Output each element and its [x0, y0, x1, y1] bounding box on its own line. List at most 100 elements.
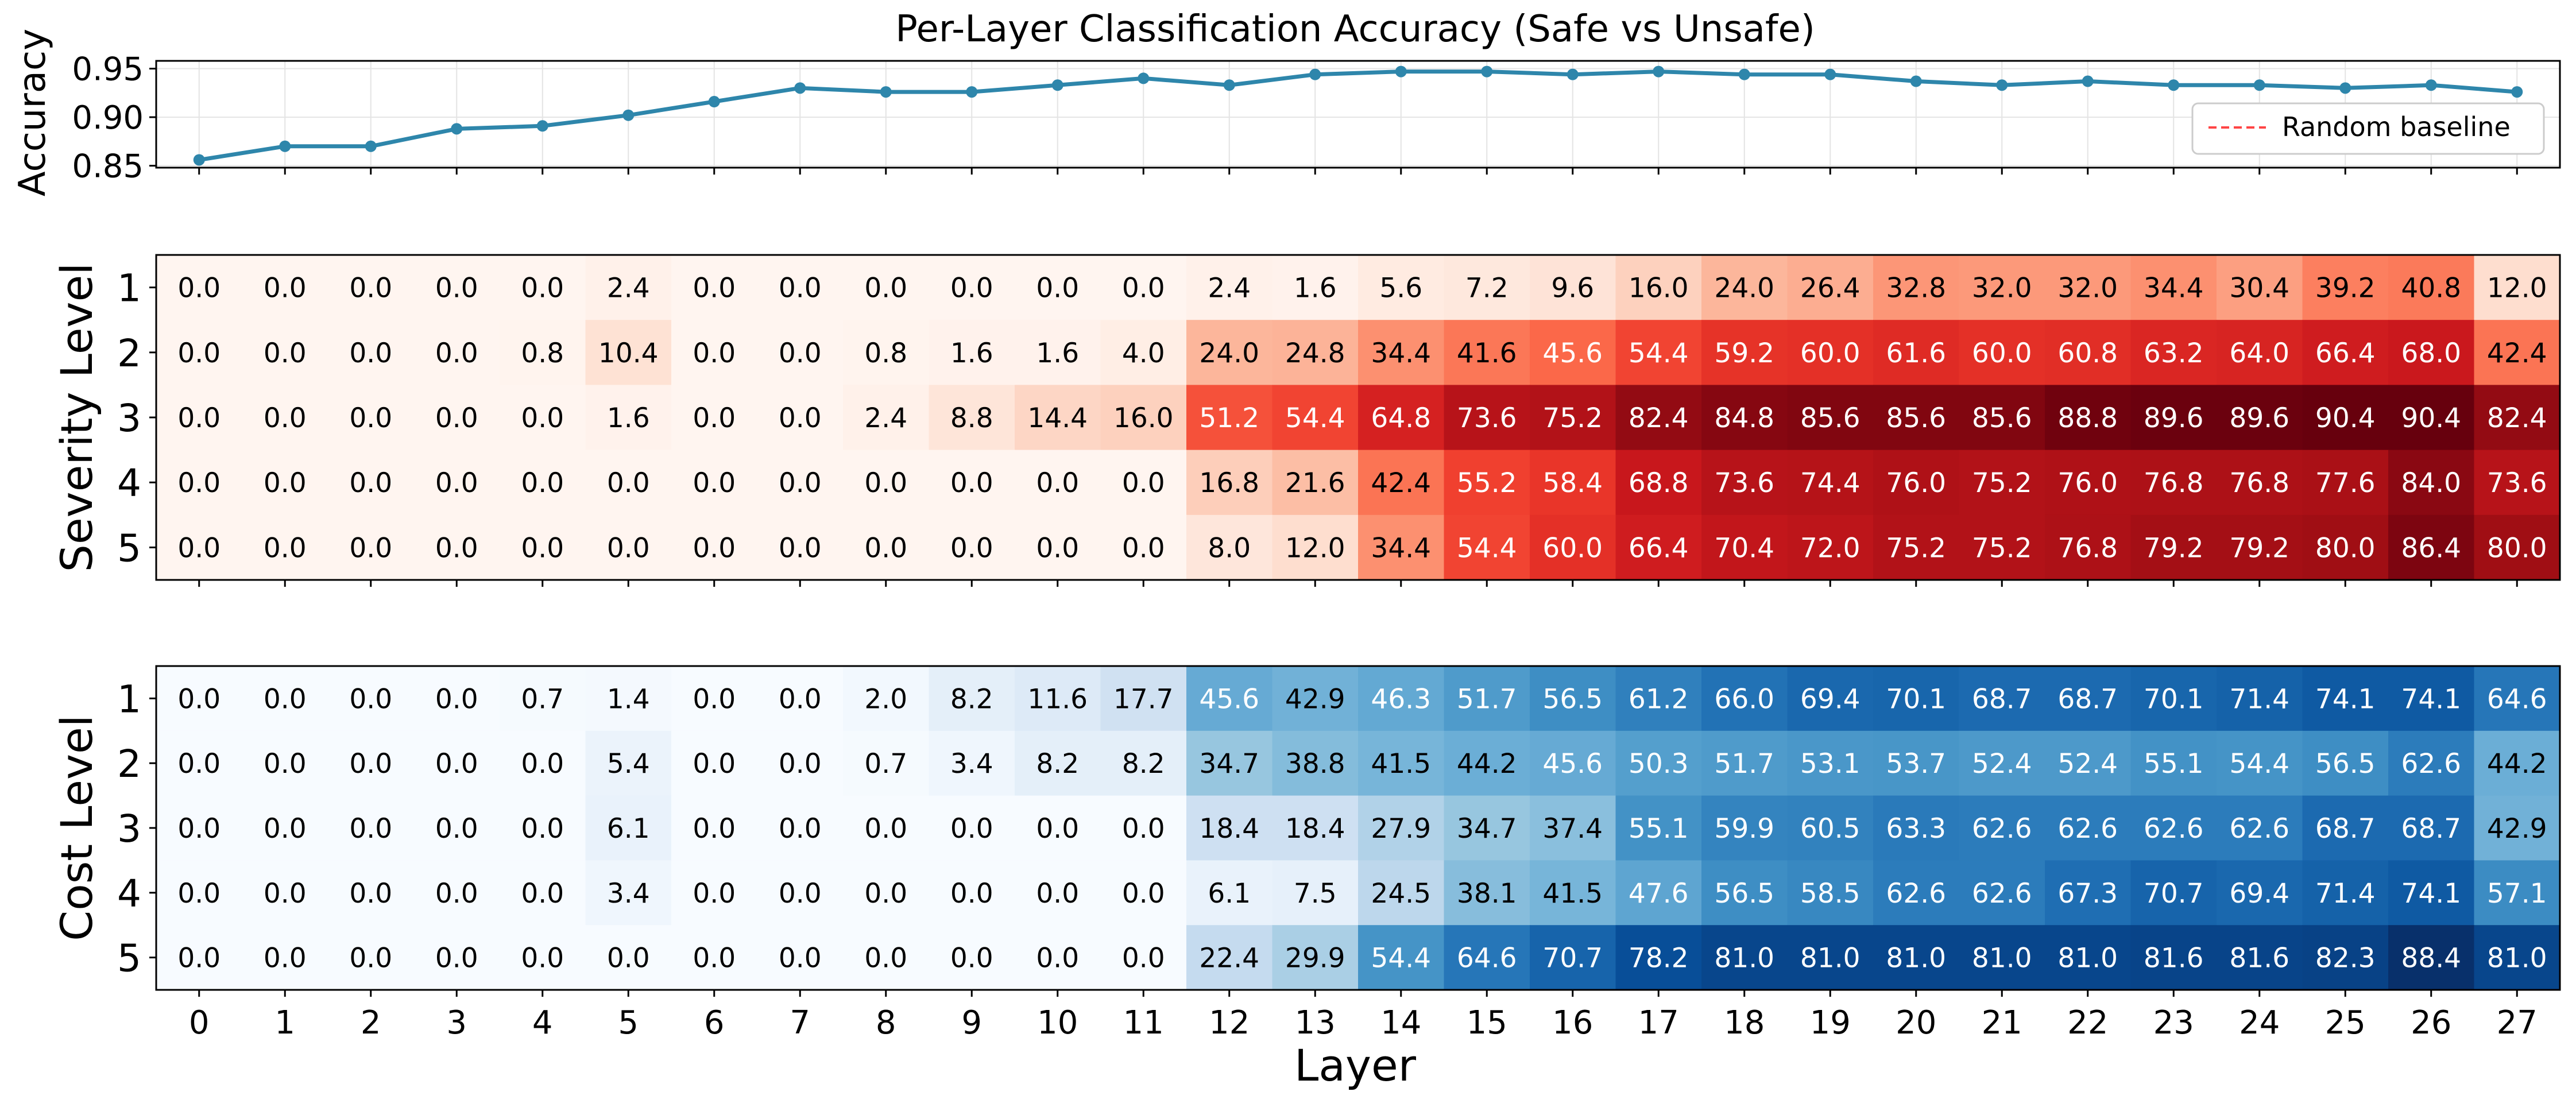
heatmap-cell [156, 450, 243, 516]
heatmap-cell [1272, 514, 1359, 580]
x-tick-label: 6 [704, 1004, 725, 1042]
heatmap-cell [328, 925, 415, 990]
heatmap-cell [2130, 514, 2217, 580]
heatmap-cell-label: 53.1 [1800, 748, 1861, 780]
heatmap-cell [1358, 385, 1445, 451]
heatmap-cell [929, 730, 1015, 796]
heatmap-cell [2388, 385, 2475, 451]
x-axis-label: Layer [1294, 1040, 1417, 1091]
heatmap-cell [413, 320, 500, 385]
heatmap-cell [413, 860, 500, 926]
heatmap-cell [1959, 320, 2045, 385]
heatmap-cell-label: 0.0 [693, 683, 736, 715]
x-tick-label: 21 [1982, 1004, 2022, 1042]
heatmap-cell-label: 70.4 [1714, 532, 1774, 564]
heatmap-cell-label: 73.6 [1457, 402, 1517, 434]
heatmap-cell-label: 64.0 [2229, 338, 2289, 369]
heatmap-cell-label: 55.1 [1629, 813, 1689, 845]
heatmap-cell-label: 0.0 [779, 532, 822, 564]
heatmap-cell-label: 1.6 [950, 338, 993, 369]
heatmap-cell [1015, 320, 1101, 385]
heatmap-cell [156, 730, 243, 796]
x-tick-label: 19 [1810, 1004, 1851, 1042]
heatmap-cell-label: 60.8 [2057, 338, 2118, 369]
heatmap-cell-label: 0.0 [1122, 467, 1165, 499]
heatmap-cell [413, 385, 500, 451]
heatmap-cell [2388, 860, 2475, 926]
heatmap-cell [2302, 255, 2389, 320]
heatmap-cell [1100, 514, 1187, 580]
row-label: 3 [117, 396, 141, 440]
heatmap-cell [2045, 860, 2132, 926]
accuracy-point [2425, 79, 2437, 91]
heatmap-cell [2388, 514, 2475, 580]
heatmap-cell [2217, 666, 2303, 731]
heatmap-cell-label: 68.7 [2057, 683, 2118, 715]
accuracy-point [1481, 65, 1493, 78]
heatmap-cell-label: 0.0 [1122, 943, 1165, 974]
heatmap-cell-label: 0.0 [264, 532, 307, 564]
heatmap-cell [1615, 925, 1702, 990]
x-tick-label: 16 [1552, 1004, 1593, 1042]
heatmap-cell [1873, 255, 1960, 320]
heatmap-cell-label: 44.2 [1457, 748, 1517, 780]
heatmap-cell-label: 34.7 [1199, 748, 1259, 780]
row-label: 1 [117, 677, 141, 721]
heatmap-cell [671, 730, 758, 796]
heatmap-cell-label: 0.0 [779, 748, 822, 780]
heatmap-cell [413, 730, 500, 796]
heatmap-cell-label: 45.6 [1542, 748, 1603, 780]
heatmap-cell-label: 0.0 [349, 748, 392, 780]
heatmap-cell [1444, 385, 1530, 451]
heatmap-cell-label: 22.4 [1199, 943, 1259, 974]
heatmap-cell [1873, 514, 1960, 580]
heatmap-cell [413, 514, 500, 580]
heatmap-cell-label: 73.6 [2487, 467, 2547, 499]
heatmap-cell-label: 0.8 [521, 338, 564, 369]
heatmap-cell-label: 0.0 [435, 748, 478, 780]
x-tick-label: 27 [2497, 1004, 2538, 1042]
heatmap-cell [1959, 514, 2045, 580]
heatmap-cell [585, 514, 672, 580]
severity-heatmap-cells: 0.0 0.0 0.0 0.0 0.0 2.4 0.0 0.0 0.0 0.0 0.0 0.0 2.4 1… [156, 255, 2560, 580]
heatmap-cell-label: 0.0 [607, 532, 650, 564]
heatmap-cell-label: 0.0 [1036, 532, 1079, 564]
heatmap-cell [1272, 450, 1359, 516]
heatmap-cell-label: 18.4 [1285, 813, 1345, 845]
heatmap-cell-label: 0.0 [349, 467, 392, 499]
heatmap-cell-label: 54.4 [1371, 943, 1431, 974]
heatmap-cell-label: 76.0 [2057, 467, 2118, 499]
heatmap-cell-label: 84.8 [1714, 402, 1774, 434]
heatmap-cell [1787, 730, 1874, 796]
heatmap-cell [2474, 860, 2560, 926]
heatmap-cell-label: 0.0 [864, 813, 907, 845]
heatmap-cell [2302, 385, 2389, 451]
accuracy-point [2339, 82, 2351, 94]
heatmap-cell-label: 90.4 [2315, 402, 2376, 434]
heatmap-cell-label: 0.0 [1122, 813, 1165, 845]
heatmap-cell [242, 514, 328, 580]
heatmap-cell [929, 795, 1015, 861]
accuracy-point [708, 96, 720, 108]
heatmap-cell [156, 255, 243, 320]
heatmap-cell-label: 0.0 [1036, 878, 1079, 909]
heatmap-cell [500, 925, 586, 990]
heatmap-cell-label: 29.9 [1285, 943, 1345, 974]
heatmap-cell [1186, 860, 1273, 926]
heatmap-cell-label: 75.2 [1972, 532, 2032, 564]
heatmap-cell [1272, 666, 1359, 731]
heatmap-cell-label: 0.0 [264, 748, 307, 780]
heatmap-cell [156, 320, 243, 385]
heatmap-cell [1015, 385, 1101, 451]
heatmap-cell-label: 81.0 [1800, 943, 1861, 974]
heatmap-cell [757, 860, 844, 926]
heatmap-cell-label: 46.3 [1371, 683, 1431, 715]
heatmap-cell-label: 0.0 [521, 943, 564, 974]
heatmap-cell-label: 0.0 [177, 532, 221, 564]
heatmap-cell [2130, 255, 2217, 320]
heatmap-cell-label: 24.8 [1285, 338, 1345, 369]
heatmap-cell-label: 10.4 [598, 338, 659, 369]
heatmap-cell [1186, 450, 1273, 516]
heatmap-cell-label: 88.8 [2057, 402, 2118, 434]
heatmap-cell-label: 74.1 [2315, 683, 2376, 715]
